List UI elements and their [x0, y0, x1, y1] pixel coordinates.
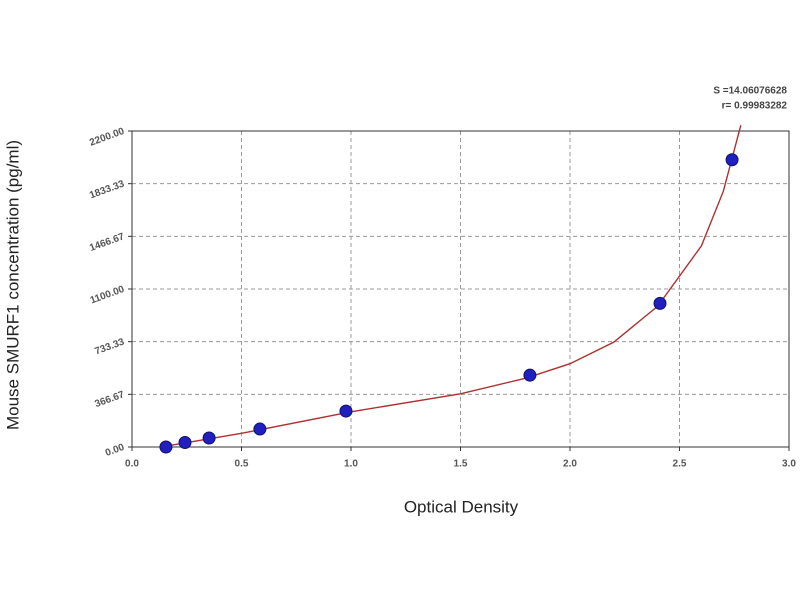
x-tick-label: 2.5 [673, 459, 687, 470]
y-tick-label: 2200.00 [88, 126, 126, 149]
annotation: S =14.06076628 [713, 86, 787, 97]
x-tick-label: 1.5 [454, 459, 468, 470]
x-axis-title: Optical Density [404, 497, 519, 516]
x-tick-label: 2.0 [563, 459, 577, 470]
y-tick-label: 733.33 [93, 336, 126, 357]
data-point [178, 436, 192, 450]
y-axis-title: Mouse SMURF1 concentration (pg/ml) [3, 140, 22, 430]
x-tick-label: 0.5 [235, 459, 249, 470]
data-point [253, 422, 267, 436]
y-tick-label: 366.67 [93, 389, 126, 410]
data-point [159, 440, 173, 454]
data-point [653, 296, 667, 310]
data-point [725, 153, 739, 167]
fit-curve [164, 125, 742, 447]
data-point [523, 368, 537, 382]
x-tick-label: 3.0 [782, 459, 796, 470]
y-tick-label: 0.00 [104, 442, 126, 459]
x-tick-label: 0.0 [125, 459, 139, 470]
y-tick-label: 1100.00 [89, 284, 127, 307]
y-tick-label: 1466.67 [88, 231, 126, 254]
y-tick-label: 1833.33 [88, 178, 126, 201]
data-point [202, 431, 216, 445]
x-tick-label: 1.0 [344, 459, 358, 470]
plot-frame [131, 130, 790, 448]
annotation: r= 0.99983282 [722, 101, 788, 112]
data-point [339, 404, 353, 418]
